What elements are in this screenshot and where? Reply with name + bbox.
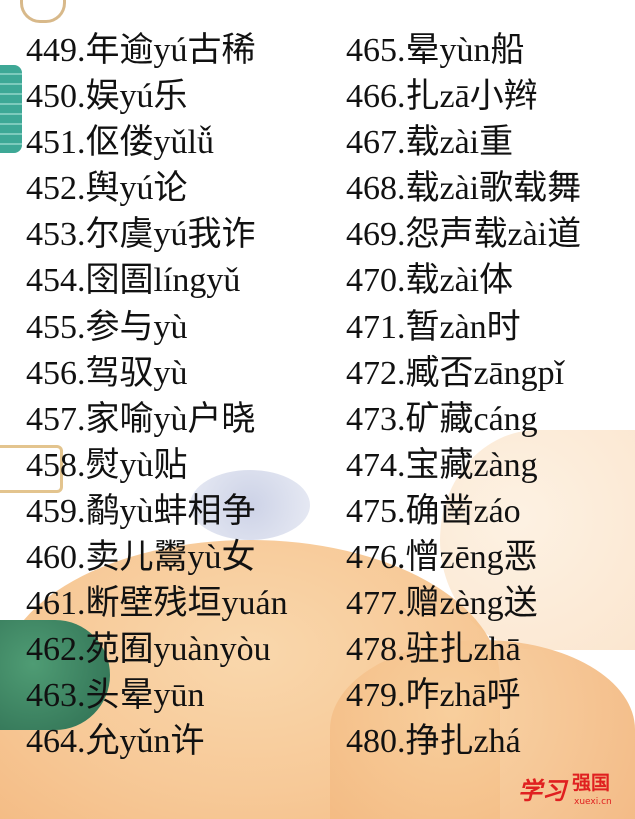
- list-item: 458.熨yù贴: [26, 446, 188, 484]
- list-item: 476.憎zēng恶: [346, 539, 538, 577]
- list-item: 467.载zài重: [346, 124, 514, 162]
- decorative-cloud: [440, 430, 635, 650]
- list-item: 478.驻扎zhā: [346, 631, 521, 669]
- decorative-cloud: [190, 470, 310, 540]
- list-item: 470.载zài体: [346, 262, 514, 300]
- list-item: 474.宝藏zàng: [346, 446, 538, 484]
- list-item: 469.怨声载zài道: [346, 216, 582, 254]
- decorative-frame: [0, 445, 63, 493]
- list-item: 461.断壁残垣yuán: [26, 585, 288, 623]
- logo-name: 强国: [572, 772, 611, 794]
- xuexi-qiangguo-logo: 学习 强国 xuexi.cn: [518, 770, 632, 814]
- logo-url: xuexi.cn: [574, 797, 612, 807]
- list-item: 449.年逾yú古稀: [26, 32, 256, 69]
- list-item: 455.参与yù: [26, 308, 188, 346]
- list-item: 456.驾驭yù: [26, 354, 188, 392]
- list-item: 463.头晕yūn: [26, 677, 205, 715]
- list-item: 480.挣扎zhá: [346, 723, 521, 761]
- decorative-pine-bush: [0, 620, 110, 730]
- list-item: 479.咋zhā呼: [346, 677, 521, 715]
- decorative-lantern: [0, 65, 22, 153]
- list-item: 473.矿藏cáng: [346, 400, 538, 438]
- list-item: 454.囹圄língyǔ: [26, 262, 241, 300]
- list-item: 471.暂zàn时: [346, 308, 521, 346]
- list-item: 462.苑囿yuànyòu: [26, 631, 271, 669]
- list-item: 477.赠zèng送: [346, 585, 538, 623]
- list-item: 459.鹬yù蚌相争: [26, 492, 256, 530]
- list-item: 457.家喻yù户晓: [26, 400, 256, 438]
- list-item: 452.舆yú论: [26, 170, 188, 208]
- list-item: 464.允yǔn许: [26, 723, 205, 761]
- list-item: 460.卖儿鬻yù女: [26, 539, 256, 577]
- list-item: 453.尔虞yú我诈: [26, 216, 256, 254]
- list-item: 472.臧否zāngpǐ: [346, 354, 565, 392]
- logo-brush-text: 学习: [518, 776, 566, 805]
- decorative-cloud: [330, 640, 635, 819]
- list-item: 465.晕yùn船: [346, 32, 525, 69]
- list-item: 466.扎zā小辫: [346, 78, 538, 116]
- list-item: 451.伛偻yǔlǚ: [26, 124, 214, 162]
- list-item: 475.确凿záo: [346, 492, 521, 530]
- left-word-list: 449.年逾yú古稀 450.娱yú乐 451.伛偻yǔlǚ 452.舆yú论 453.…: [26, 28, 288, 766]
- list-item: 468.载zài歌载舞: [346, 170, 582, 208]
- list-item: 450.娱yú乐: [26, 78, 188, 116]
- decorative-swirl: [20, 0, 66, 23]
- right-word-list: 465.晕yùn船 466.扎zā小辫 467.载zài重 468.载zài歌载舞 46…: [346, 28, 581, 766]
